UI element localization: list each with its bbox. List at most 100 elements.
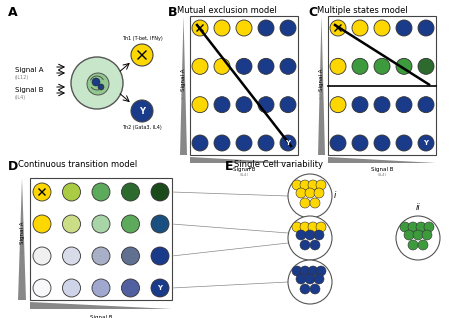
- Text: A: A: [8, 6, 18, 19]
- Circle shape: [310, 284, 320, 294]
- Circle shape: [374, 135, 390, 151]
- Polygon shape: [30, 302, 172, 309]
- Circle shape: [92, 183, 110, 201]
- Circle shape: [418, 135, 434, 151]
- Circle shape: [98, 84, 104, 90]
- Circle shape: [288, 174, 332, 218]
- Circle shape: [236, 135, 252, 151]
- Polygon shape: [190, 157, 298, 163]
- Circle shape: [418, 58, 434, 74]
- Circle shape: [300, 284, 310, 294]
- Circle shape: [296, 274, 306, 284]
- Circle shape: [151, 183, 169, 201]
- Circle shape: [63, 215, 81, 233]
- Circle shape: [374, 20, 390, 36]
- Polygon shape: [18, 178, 26, 300]
- Circle shape: [214, 97, 230, 113]
- Circle shape: [92, 78, 100, 86]
- Text: D: D: [8, 160, 18, 173]
- Circle shape: [92, 247, 110, 265]
- Circle shape: [151, 247, 169, 265]
- Circle shape: [416, 222, 426, 232]
- Circle shape: [316, 180, 326, 190]
- Text: E: E: [225, 160, 234, 173]
- Circle shape: [71, 57, 123, 109]
- Circle shape: [33, 247, 51, 265]
- Circle shape: [151, 279, 169, 297]
- Circle shape: [63, 247, 81, 265]
- Circle shape: [352, 20, 368, 36]
- Text: Signal A: Signal A: [15, 67, 44, 73]
- Circle shape: [92, 215, 110, 233]
- Circle shape: [300, 198, 310, 208]
- Circle shape: [214, 58, 230, 74]
- Circle shape: [280, 135, 296, 151]
- Circle shape: [374, 97, 390, 113]
- Text: (IL12): (IL12): [15, 74, 29, 80]
- Circle shape: [288, 260, 332, 304]
- Circle shape: [63, 183, 81, 201]
- Text: B: B: [168, 6, 177, 19]
- Circle shape: [236, 58, 252, 74]
- Circle shape: [258, 20, 274, 36]
- Circle shape: [305, 230, 315, 240]
- Text: Mutual exclusion model: Mutual exclusion model: [177, 6, 277, 15]
- Text: Multiple states model: Multiple states model: [317, 6, 408, 15]
- Circle shape: [418, 97, 434, 113]
- Circle shape: [316, 222, 326, 232]
- Circle shape: [374, 58, 390, 74]
- Circle shape: [404, 230, 414, 240]
- Circle shape: [296, 230, 306, 240]
- Circle shape: [280, 97, 296, 113]
- Circle shape: [280, 58, 296, 74]
- Circle shape: [418, 240, 428, 250]
- Bar: [30, 178, 172, 300]
- Text: Y: Y: [285, 140, 291, 146]
- Text: Th1 (T-bet, IFNy): Th1 (T-bet, IFNy): [122, 36, 163, 41]
- Circle shape: [400, 222, 410, 232]
- Circle shape: [305, 188, 315, 198]
- Text: Signal A: Signal A: [20, 222, 26, 244]
- Text: Signal A: Signal A: [182, 68, 186, 91]
- Circle shape: [330, 58, 346, 74]
- Circle shape: [192, 58, 208, 74]
- Circle shape: [408, 222, 418, 232]
- Circle shape: [151, 215, 169, 233]
- Circle shape: [300, 222, 310, 232]
- Circle shape: [305, 274, 315, 284]
- Circle shape: [396, 58, 412, 74]
- Circle shape: [408, 240, 418, 250]
- Circle shape: [352, 135, 368, 151]
- Circle shape: [418, 20, 434, 36]
- Circle shape: [121, 279, 139, 297]
- Circle shape: [314, 188, 324, 198]
- Circle shape: [214, 135, 230, 151]
- Circle shape: [396, 20, 412, 36]
- Polygon shape: [318, 16, 325, 155]
- Circle shape: [396, 97, 412, 113]
- Text: Signal B: Signal B: [90, 315, 112, 318]
- Circle shape: [308, 222, 318, 232]
- Circle shape: [92, 279, 110, 297]
- Circle shape: [330, 20, 346, 36]
- Circle shape: [33, 215, 51, 233]
- Circle shape: [314, 230, 324, 240]
- Text: Signal B: Signal B: [15, 87, 44, 93]
- Circle shape: [300, 180, 310, 190]
- Text: Signal A: Signal A: [319, 68, 325, 91]
- Text: Th2 (Gata3, IL4): Th2 (Gata3, IL4): [122, 125, 162, 130]
- Circle shape: [308, 180, 318, 190]
- Circle shape: [192, 20, 208, 36]
- Circle shape: [33, 279, 51, 297]
- Circle shape: [352, 58, 368, 74]
- Circle shape: [300, 240, 310, 250]
- Text: (IL12): (IL12): [21, 241, 25, 253]
- Text: (IL4): (IL4): [15, 94, 26, 100]
- Text: i: i: [334, 191, 337, 201]
- Circle shape: [214, 20, 230, 36]
- Text: Signal B: Signal B: [371, 167, 393, 171]
- Circle shape: [424, 222, 434, 232]
- Circle shape: [131, 44, 153, 66]
- Circle shape: [330, 97, 346, 113]
- Circle shape: [121, 247, 139, 265]
